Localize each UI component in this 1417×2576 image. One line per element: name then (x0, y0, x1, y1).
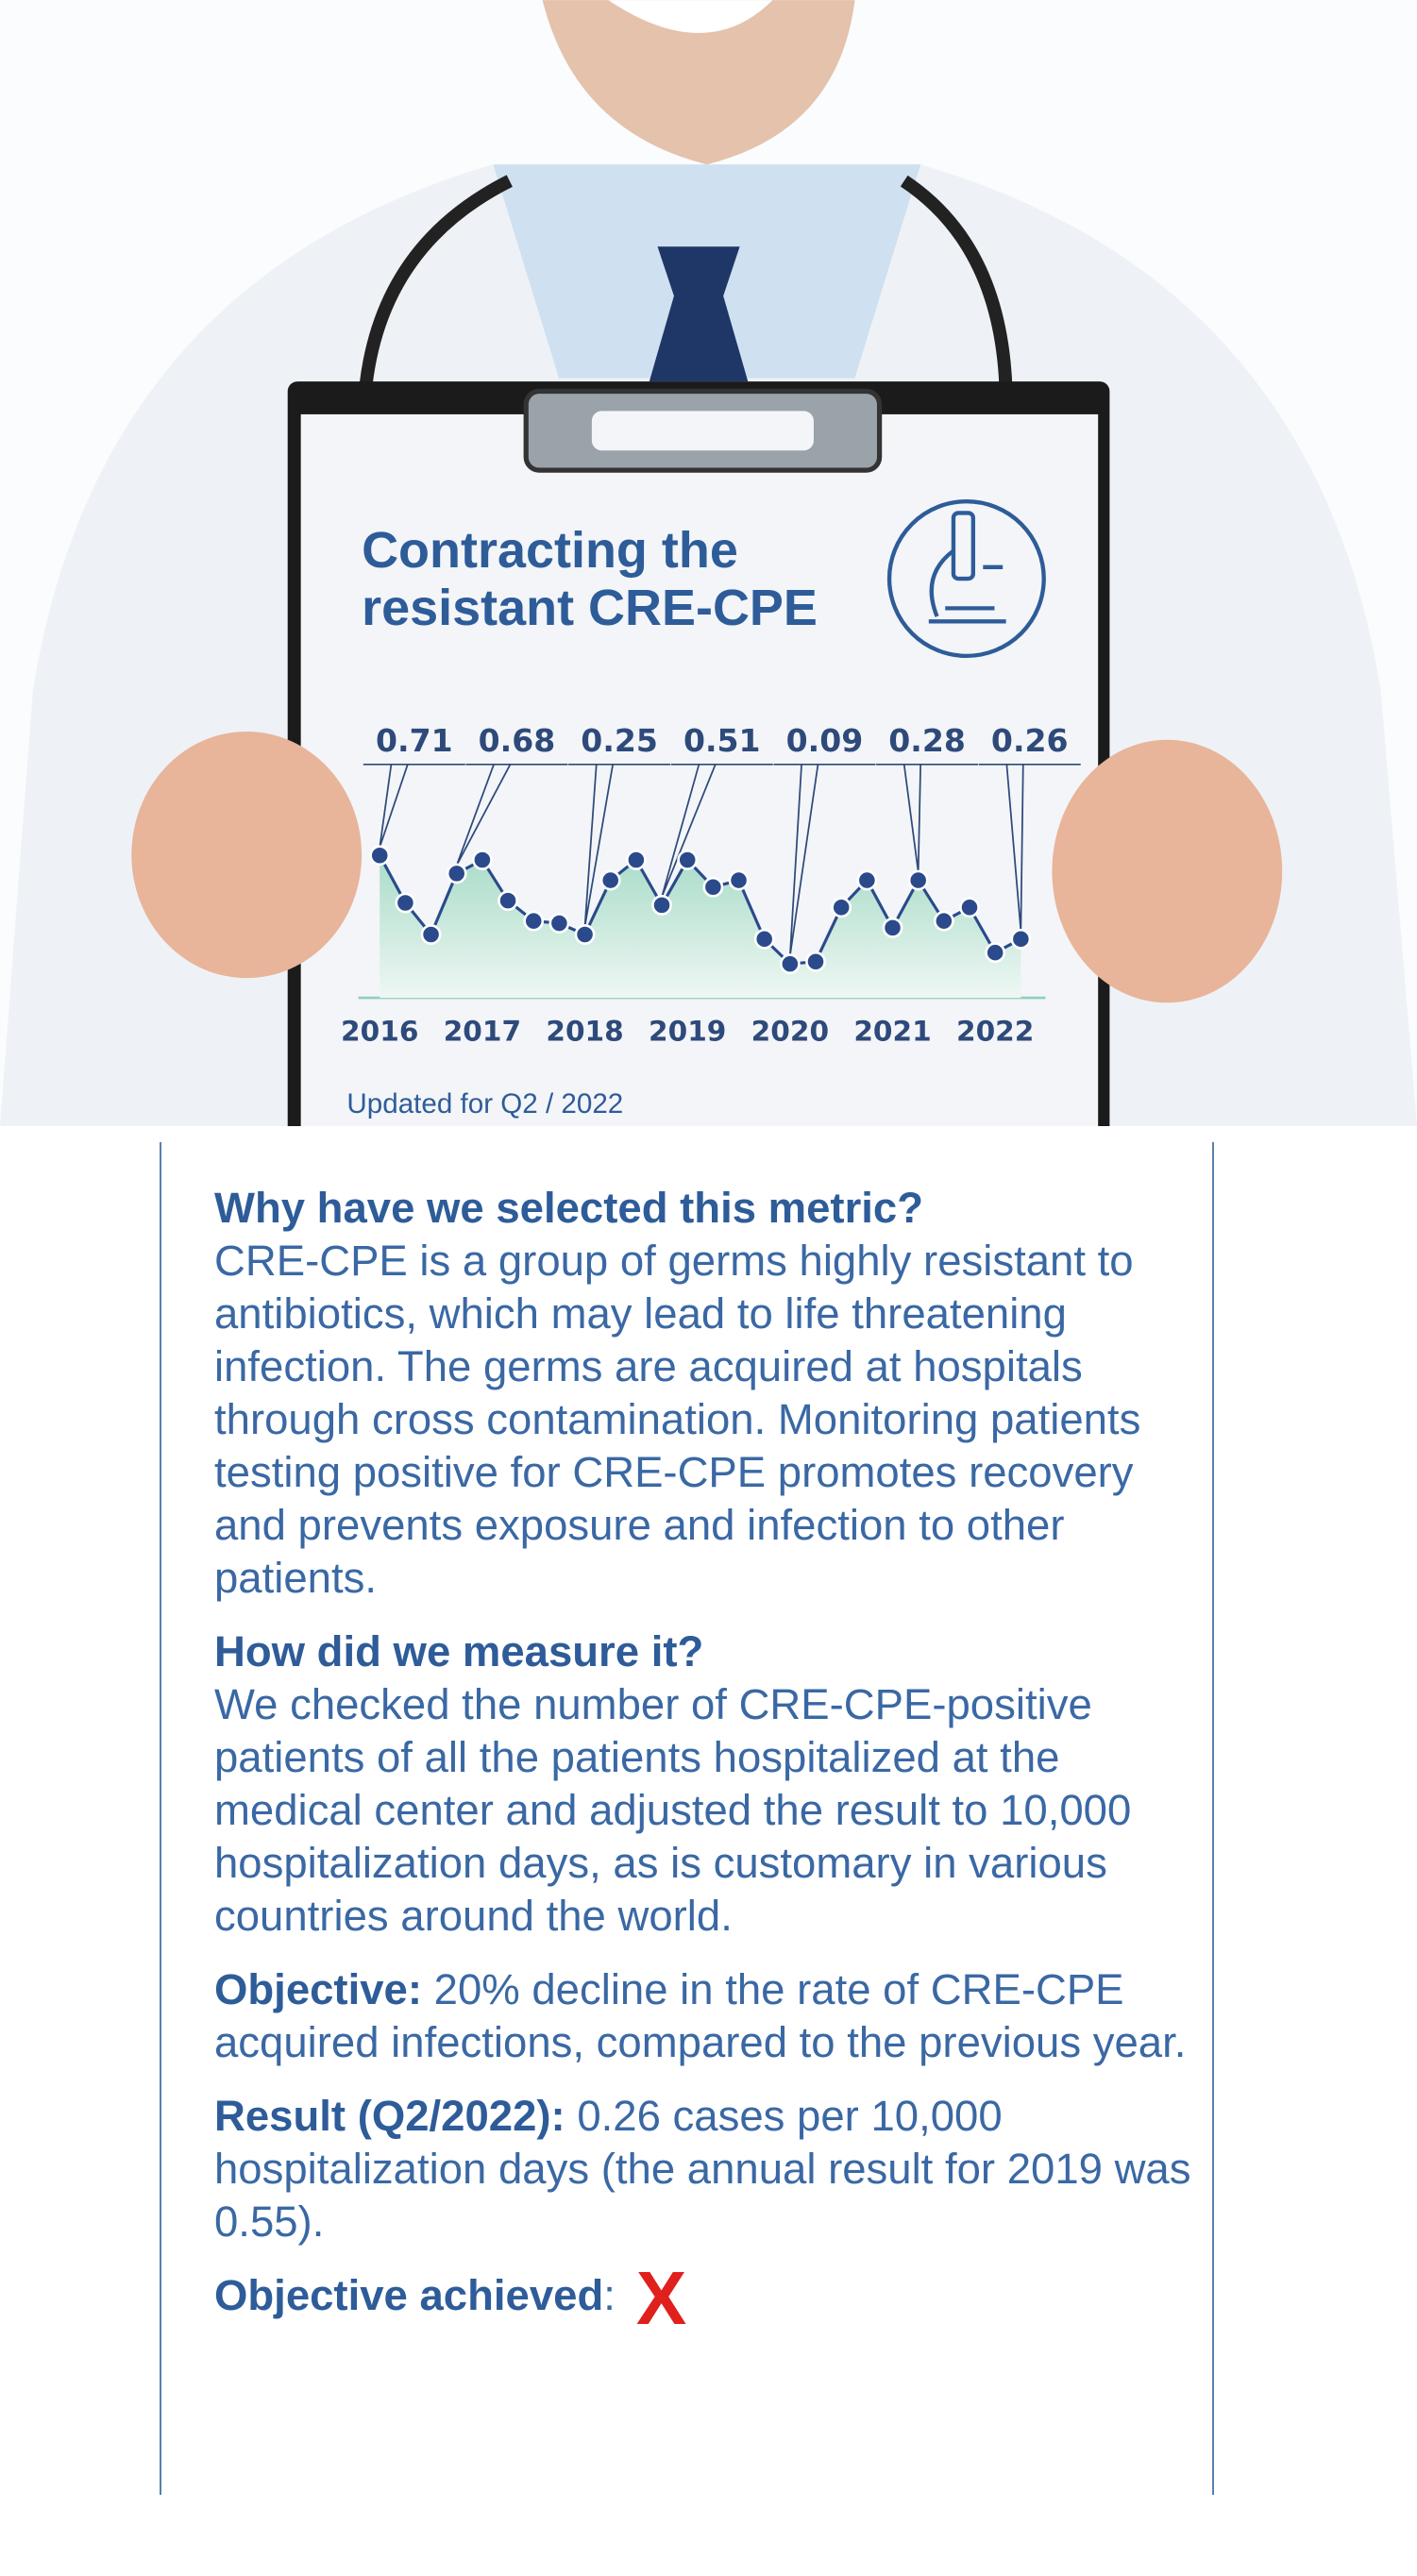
annual-value: 0.51 (683, 722, 761, 759)
sparkline: 0.71 0.68 0.25 0.51 0.09 0.28 0.26 2016 2017 2018… (341, 722, 1081, 1047)
data-point (856, 869, 878, 891)
data-point (498, 890, 518, 912)
section-text: CRE-CPE is a group of germs highly resis… (214, 1237, 1141, 1602)
annual-value: 0.09 (786, 722, 864, 759)
header-image: Contracting the resistant CRE-CPE Update… (0, 0, 1417, 1126)
section-heading: Result (Q2/2022): (214, 2092, 565, 2140)
data-point (933, 910, 954, 932)
section: Objective: 20% decline in the rate of CR… (214, 1963, 1193, 2069)
data-point (959, 897, 980, 918)
updated-note: Updated for Q2 / 2022 (346, 1088, 623, 1120)
year-label: 2022 (956, 1015, 1034, 1047)
achieved-label: Objective achieved (214, 2271, 604, 2319)
data-point (651, 895, 672, 916)
data-point (805, 951, 826, 972)
data-point (395, 892, 416, 914)
data-point (985, 942, 1006, 964)
section-text: 0.26 cases per 10,000 hospitalization da… (214, 2092, 1191, 2246)
year-label: 2021 (853, 1015, 931, 1047)
title-line: Contracting the (362, 522, 738, 579)
data-point (728, 869, 750, 891)
data-point (882, 917, 903, 938)
year-label: 2020 (751, 1015, 829, 1047)
achieved: Objective achieved: X (214, 2260, 1193, 2335)
data-point (548, 913, 570, 934)
data-point (831, 897, 852, 918)
section: Why have we selected this metric? CRE-CPE… (214, 1182, 1193, 1605)
data-point (472, 850, 493, 870)
data-point (369, 845, 391, 867)
microscope-icon (886, 499, 1046, 659)
year-label: 2018 (546, 1015, 623, 1047)
annual-value: 0.28 (888, 722, 966, 759)
section: How did we measure it? We checked the num… (214, 1625, 1193, 1943)
section: Result (Q2/2022): 0.26 cases per 10,000 … (214, 2090, 1193, 2248)
section-heading: Objective: (214, 1965, 422, 2013)
section-heading: Why have we selected this metric? (214, 1184, 924, 1232)
description: Why have we selected this metric? CRE-CPE… (160, 1142, 1214, 2495)
data-point (702, 876, 724, 898)
data-point (779, 953, 801, 975)
data-point (753, 928, 775, 950)
year-label: 2016 (341, 1015, 418, 1047)
annual-value: 0.71 (376, 722, 453, 759)
section-text: 20% decline in the rate of CRE-CPE acqui… (214, 1965, 1187, 2066)
section-text: We checked the number of CRE-CPE-positiv… (214, 1680, 1132, 1940)
data-point (677, 850, 699, 870)
data-point (420, 924, 442, 945)
achieved-colon: : (603, 2271, 616, 2319)
data-point (907, 869, 929, 891)
achieved-mark: X (635, 2255, 687, 2340)
data-point (1010, 928, 1032, 950)
data-point (446, 863, 467, 884)
annual-value: 0.26 (991, 722, 1069, 759)
year-label: 2019 (649, 1015, 726, 1047)
data-point (625, 850, 647, 870)
data-point (574, 924, 596, 945)
annual-value: 0.68 (479, 722, 556, 759)
data-point (599, 869, 621, 891)
year-label: 2017 (444, 1015, 521, 1047)
area (380, 855, 1021, 999)
title-line: resistant CRE-CPE (362, 580, 818, 636)
data-point (523, 910, 545, 932)
annual-value: 0.25 (581, 722, 658, 759)
section-heading: How did we measure it? (214, 1627, 704, 1675)
